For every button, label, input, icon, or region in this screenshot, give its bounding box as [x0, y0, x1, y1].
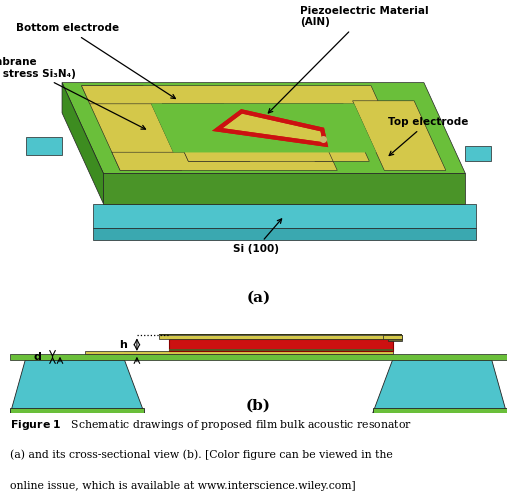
Polygon shape [62, 83, 103, 204]
Polygon shape [62, 83, 465, 173]
Text: Si (100): Si (100) [233, 219, 282, 254]
Text: (a): (a) [247, 290, 270, 304]
Bar [159, 334, 402, 336]
Bar [169, 349, 392, 351]
Bar [388, 339, 402, 341]
Polygon shape [112, 152, 337, 170]
Text: Membrane
(low stress Si₃N₄): Membrane (low stress Si₃N₄) [0, 57, 145, 129]
Polygon shape [162, 104, 250, 161]
Polygon shape [373, 360, 507, 413]
Bar [373, 408, 507, 413]
Bar [10, 354, 507, 360]
Polygon shape [10, 360, 144, 413]
Text: online issue, which is available at www.interscience.wiley.com]: online issue, which is available at www.… [10, 481, 356, 491]
Text: h: h [119, 340, 127, 350]
Bar [383, 336, 402, 339]
Text: Top electrode: Top electrode [388, 117, 468, 156]
Polygon shape [183, 149, 333, 161]
Polygon shape [294, 116, 369, 161]
Polygon shape [162, 104, 350, 119]
Bar [159, 336, 402, 339]
Polygon shape [93, 204, 476, 228]
Bar [10, 408, 144, 413]
Polygon shape [231, 119, 310, 149]
Polygon shape [217, 111, 326, 145]
Bar [169, 339, 392, 351]
Bar [125, 352, 392, 354]
Polygon shape [26, 137, 62, 155]
Polygon shape [82, 86, 181, 170]
Polygon shape [103, 173, 465, 204]
Polygon shape [82, 86, 379, 104]
Text: (b): (b) [246, 398, 271, 412]
Text: Bottom electrode: Bottom electrode [16, 23, 175, 98]
Polygon shape [353, 101, 446, 170]
Text: (a) and its cross-sectional view (b). [Color figure can be viewed in the: (a) and its cross-sectional view (b). [C… [10, 450, 393, 460]
Polygon shape [465, 146, 491, 161]
Polygon shape [93, 228, 476, 240]
Text: d: d [34, 352, 41, 362]
Bar [85, 351, 392, 354]
Text: Piezoelectric Material
(AlN): Piezoelectric Material (AlN) [268, 6, 429, 113]
Text: $\bf{Figure\ 1}$   Schematic drawings of proposed film bulk acoustic resonator: $\bf{Figure\ 1}$ Schematic drawings of p… [10, 418, 412, 432]
Polygon shape [151, 104, 376, 152]
